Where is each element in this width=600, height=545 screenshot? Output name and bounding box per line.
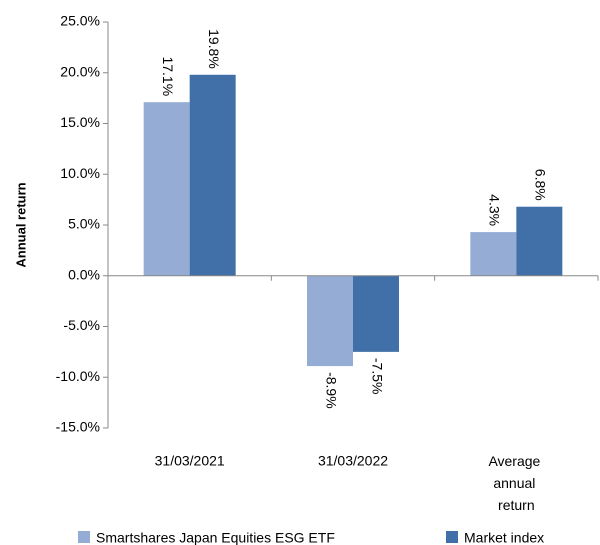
bar xyxy=(353,275,399,352)
value-label: 4.3% xyxy=(487,194,503,226)
y-tick-label: 0.0% xyxy=(68,266,100,282)
legend-swatch xyxy=(78,531,90,543)
legend-label: Smartshares Japan Equities ESG ETF xyxy=(96,530,335,545)
bar xyxy=(516,206,563,276)
bar xyxy=(307,275,353,367)
bar xyxy=(143,102,190,276)
value-label: 17.1% xyxy=(160,56,176,96)
y-tick-label: -5.0% xyxy=(63,317,100,333)
x-tick-label: Average annual return xyxy=(488,453,544,513)
y-tick-label: 20.0% xyxy=(60,63,100,79)
y-tick-label: 5.0% xyxy=(68,216,100,232)
x-tick-label: 31/03/2022 xyxy=(318,453,388,469)
legend-label: Market index xyxy=(464,530,544,545)
value-label: 19.8% xyxy=(206,29,222,69)
y-tick-label: 10.0% xyxy=(60,165,100,181)
value-label: 6.8% xyxy=(533,169,549,201)
y-tick-label: 15.0% xyxy=(60,114,100,130)
y-tick-label: 25.0% xyxy=(60,13,100,29)
y-axis-label: Annual return xyxy=(13,182,28,267)
bar xyxy=(470,232,517,276)
legend-swatch xyxy=(446,531,458,543)
y-tick-label: -10.0% xyxy=(56,368,100,384)
value-label: -7.5% xyxy=(369,358,385,395)
value-label: -8.9% xyxy=(323,372,339,409)
y-tick-label: -15.0% xyxy=(56,419,100,435)
x-tick-label: 31/03/2021 xyxy=(155,453,225,469)
bar xyxy=(189,74,236,276)
